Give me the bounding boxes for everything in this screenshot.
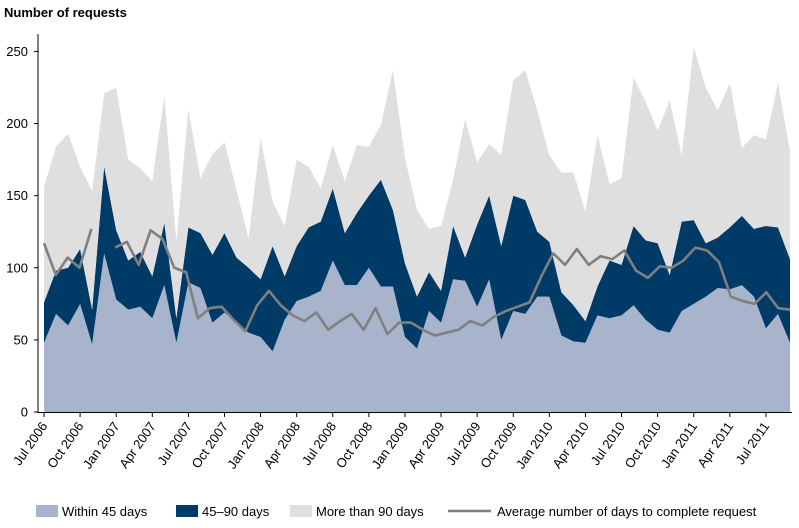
y-tick-label: 150 bbox=[6, 188, 28, 203]
x-tick-label: Apr 2011 bbox=[694, 419, 736, 470]
y-tick-label: 250 bbox=[6, 44, 28, 59]
legend: Within 45 days 45–90 days More than 90 day… bbox=[36, 504, 757, 519]
area-more-than-90-days bbox=[44, 47, 790, 322]
x-tick-label: Apr 2007 bbox=[116, 419, 159, 471]
legend-label-average-number-of-days-to-complete-request: Average number of days to complete reque… bbox=[497, 504, 757, 519]
legend-label-45-90-days: 45–90 days bbox=[202, 504, 270, 519]
x-tick-label: Apr 2008 bbox=[261, 419, 304, 471]
average-line-segment bbox=[114, 228, 791, 337]
x-tick-label: Jan 2011 bbox=[658, 419, 700, 471]
y-tick-label: 100 bbox=[6, 260, 28, 275]
area-45-90-days bbox=[44, 166, 790, 352]
legend-swatch-more-than-90-days bbox=[290, 505, 312, 517]
x-tick-label: Jan 2010 bbox=[513, 419, 556, 471]
average-line-segment bbox=[42, 228, 93, 277]
x-tick-label: Jan 2007 bbox=[80, 419, 123, 471]
y-tick-label: 0 bbox=[21, 405, 28, 420]
average-days-line bbox=[42, 228, 791, 337]
legend-label-within-45-days: Within 45 days bbox=[62, 504, 148, 519]
x-tick-label: Jan 2009 bbox=[368, 419, 411, 471]
stacked-areas bbox=[44, 47, 790, 412]
x-tick-label: Jan 2008 bbox=[224, 419, 267, 471]
x-tick-label: Apr 2010 bbox=[549, 419, 592, 471]
legend-label-more-than-90-days: More than 90 days bbox=[316, 504, 424, 519]
area-within-45-days bbox=[44, 253, 790, 412]
y-tick-label: 50 bbox=[14, 332, 28, 347]
legend-swatch-within-45-days bbox=[36, 505, 58, 517]
x-tick-label: Apr 2009 bbox=[405, 419, 448, 471]
legend-swatch-45-90-days bbox=[176, 505, 198, 517]
y-axis-title: Number of requests bbox=[4, 5, 127, 20]
y-tick-label: 200 bbox=[6, 116, 28, 131]
x-tick-label: Jul 2011 bbox=[732, 419, 772, 467]
